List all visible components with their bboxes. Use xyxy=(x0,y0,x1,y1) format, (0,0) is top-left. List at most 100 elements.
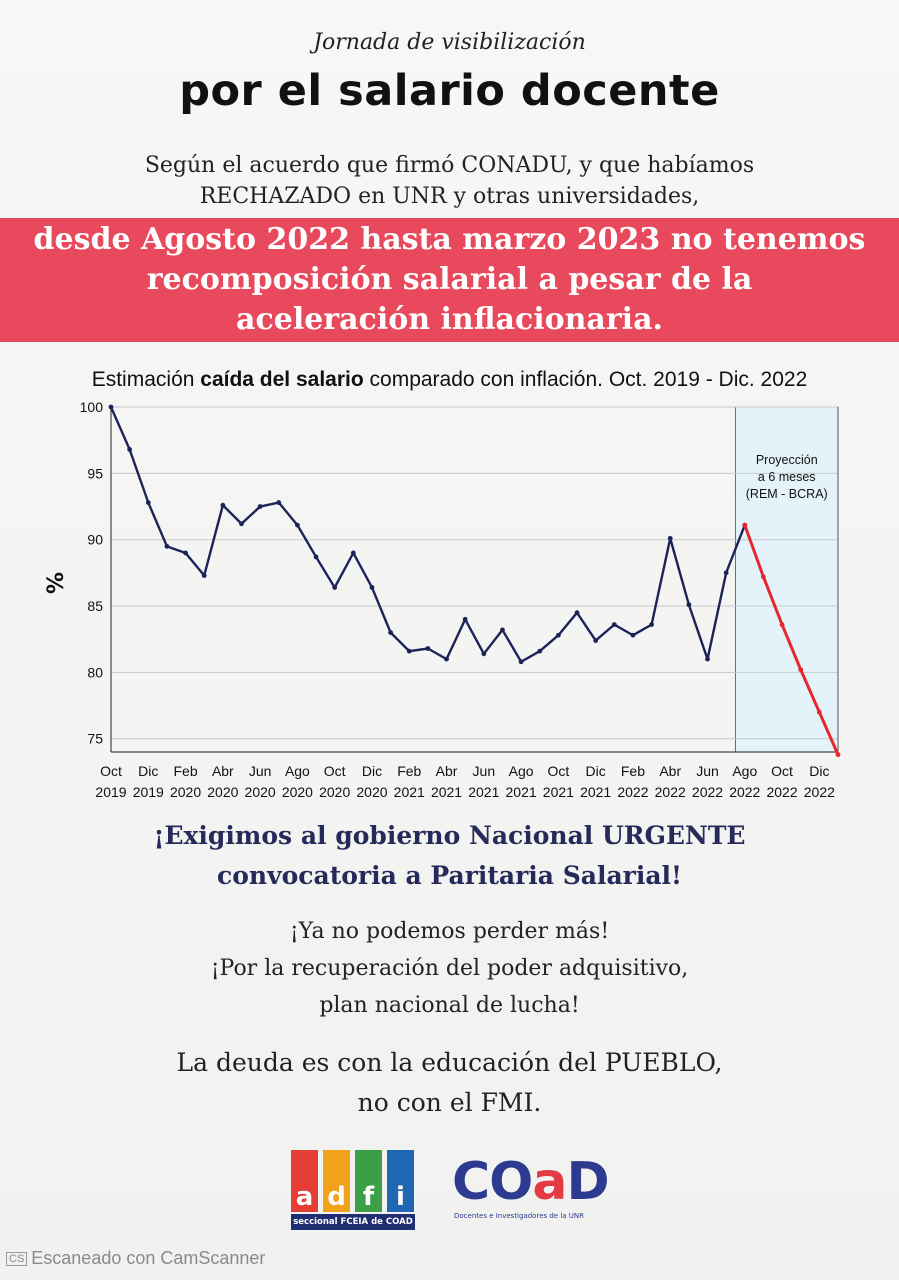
projection-region xyxy=(734,406,839,753)
slogan-line-1: ¡Ya no podemos perder más! xyxy=(289,919,610,944)
point-projection-0 xyxy=(742,522,748,528)
adfi-tile-f: f xyxy=(355,1150,382,1212)
y-tick-label-75: 75 xyxy=(87,731,103,747)
x-tick-month-8: Feb xyxy=(397,763,421,779)
x-tick-month-2: Feb xyxy=(174,763,198,779)
x-tick-year-5: 2020 xyxy=(282,784,313,800)
point-actual-26 xyxy=(593,638,599,643)
point-actual-22 xyxy=(518,659,524,665)
debt-statement: La deuda es con la educación del PUEBLO,… xyxy=(0,1043,899,1123)
x-tick-year-7: 2020 xyxy=(356,784,387,800)
x-tick-year-19: 2022 xyxy=(804,784,835,800)
point-actual-23 xyxy=(537,648,543,654)
x-tick-month-6: Oct xyxy=(324,763,346,779)
x-tick-year-11: 2021 xyxy=(506,784,537,800)
point-actual-25 xyxy=(574,610,580,616)
point-projection-4 xyxy=(816,709,822,715)
x-tick-year-4: 2020 xyxy=(245,784,276,800)
coad-wordmark: COaD xyxy=(452,1152,610,1212)
x-tick-month-3: Abr xyxy=(212,763,234,779)
camscanner-watermark: CS Escaneado con CamScanner xyxy=(6,1248,265,1269)
point-actual-31 xyxy=(686,602,692,608)
y-tick-label-85: 85 xyxy=(87,598,103,614)
slogans: ¡Ya no podemos perder más! ¡Por la recup… xyxy=(0,913,899,1024)
series-line-projection xyxy=(743,524,840,756)
x-tick-month-13: Dic xyxy=(586,763,606,779)
x-tick-year-12: 2021 xyxy=(543,784,574,800)
adfi-tile-a: a xyxy=(291,1150,318,1212)
point-actual-29 xyxy=(649,622,654,628)
demand-line-2: convocatoria a Paritaria Salarial! xyxy=(217,861,682,890)
red-banner xyxy=(0,218,899,342)
x-tick-year-18: 2022 xyxy=(766,784,797,800)
point-projection-1 xyxy=(761,574,766,580)
x-tick-year-15: 2022 xyxy=(655,784,686,800)
x-tick-month-9: Abr xyxy=(436,763,458,779)
intro-line-1: Según el acuerdo que firmó CONADU, y que… xyxy=(144,153,755,178)
point-actual-4 xyxy=(183,550,188,556)
camscanner-icon: CS xyxy=(6,1252,28,1266)
coad-tagline: Docentes e Investigadores de la UNR xyxy=(454,1212,585,1220)
x-tick-year-8: 2021 xyxy=(394,784,425,800)
point-actual-30 xyxy=(667,535,673,541)
x-tick-year-1: 2019 xyxy=(133,784,164,800)
adfi-subtitle: seccional FCEIA de COAD xyxy=(291,1214,415,1230)
point-actual-20 xyxy=(481,651,487,657)
point-actual-19 xyxy=(462,616,468,622)
point-actual-13 xyxy=(350,550,356,556)
camscanner-text: Escaneado con CamScanner xyxy=(31,1248,266,1268)
debt-line-2: no con el FMI. xyxy=(357,1088,542,1117)
x-tick-month-5: Ago xyxy=(285,763,310,779)
x-tick-year-2: 2020 xyxy=(170,784,201,800)
chart-title-pre: Estimación xyxy=(91,368,195,391)
y-tick-label-90: 90 xyxy=(87,532,103,548)
banner-text: desde Agosto 2022 hasta marzo 2023 no te… xyxy=(0,220,899,340)
chart-title: Estimación caída del salario comparado c… xyxy=(0,368,899,392)
point-actual-7 xyxy=(239,521,244,527)
x-tick-month-4: Jun xyxy=(249,763,272,779)
x-tick-year-16: 2022 xyxy=(692,784,723,800)
x-tick-month-16: Jun xyxy=(696,763,719,779)
slogan-line-3: plan nacional de lucha! xyxy=(319,993,580,1018)
point-actual-28 xyxy=(630,632,636,638)
point-actual-9 xyxy=(276,500,282,505)
point-actual-33 xyxy=(723,570,729,576)
demand-line-1: ¡Exigimos al gobierno Nacional URGENTE xyxy=(153,821,746,850)
y-tick-label-100: 100 xyxy=(80,399,104,415)
x-tick-month-12: Oct xyxy=(547,763,569,779)
x-tick-month-14: Feb xyxy=(621,763,645,779)
point-actual-27 xyxy=(611,622,617,628)
projection-annotation-1: a 6 meses xyxy=(758,470,816,484)
point-actual-3 xyxy=(164,543,170,549)
x-tick-year-9: 2021 xyxy=(431,784,462,800)
point-actual-17 xyxy=(425,646,431,651)
point-actual-14 xyxy=(369,585,375,590)
point-actual-12 xyxy=(332,585,338,590)
point-actual-11 xyxy=(313,554,319,560)
coad-logo: COaD Docentes e Investigadores de la UNR xyxy=(452,1152,622,1226)
x-tick-month-11: Ago xyxy=(509,763,534,779)
x-tick-year-17: 2022 xyxy=(729,784,760,800)
point-actual-16 xyxy=(406,648,412,654)
point-actual-32 xyxy=(705,656,710,662)
point-actual-10 xyxy=(295,522,300,528)
x-tick-month-18: Oct xyxy=(771,763,793,779)
adfi-logo: a d f i seccional FCEIA de COAD xyxy=(291,1150,415,1232)
intro-paragraph: Según el acuerdo que firmó CONADU, y que… xyxy=(0,150,899,212)
adfi-tile-d: d xyxy=(323,1150,350,1212)
x-tick-month-10: Jun xyxy=(473,763,496,779)
salary-line-chart: 75 80 85 90 95 100% Oct 2019 Dic 2019 Feb 2020 Abr 20… xyxy=(44,399,841,800)
point-actual-0 xyxy=(108,404,114,410)
point-actual-8 xyxy=(257,504,263,509)
point-actual-15 xyxy=(388,630,394,635)
x-tick-month-7: Dic xyxy=(362,763,382,779)
point-actual-18 xyxy=(444,656,449,662)
y-axis-label: % xyxy=(44,572,69,594)
chart-title-post: comparado con inflación. Oct. 2019 - Dic… xyxy=(369,368,808,391)
intro-line-2: RECHAZADO en UNR y otras universidades, xyxy=(199,184,700,209)
x-tick-month-19: Dic xyxy=(809,763,829,779)
kicker-text: Jornada de visibilización xyxy=(313,30,586,55)
point-actual-24 xyxy=(555,632,561,638)
projection-annotation-0: Proyección xyxy=(756,453,818,467)
